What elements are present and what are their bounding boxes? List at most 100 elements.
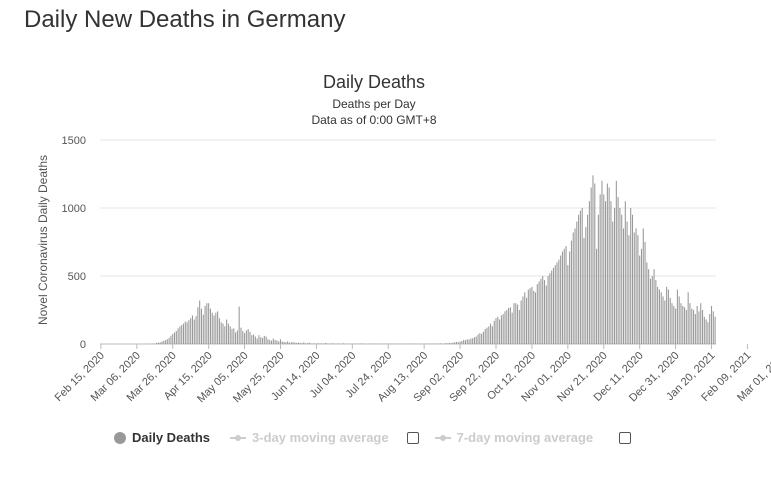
bar[interactable] [554,265,556,344]
bar[interactable] [705,319,707,344]
bar[interactable] [490,323,492,344]
bar[interactable] [696,305,698,344]
bar[interactable] [581,208,583,344]
bar[interactable] [159,342,161,344]
bar[interactable] [567,265,569,344]
bar[interactable] [244,333,246,344]
bar[interactable] [251,335,253,344]
bar[interactable] [463,339,465,344]
checkbox-3day-ma[interactable] [406,431,419,444]
bar[interactable] [653,269,655,344]
bar[interactable] [624,201,626,344]
legend-item-7day-ma[interactable]: 7-day moving average [434,430,593,445]
bar[interactable] [269,339,271,344]
bar[interactable] [324,342,326,344]
bar[interactable] [694,314,696,344]
bar[interactable] [596,248,598,344]
bar[interactable] [314,343,316,344]
bar[interactable] [238,306,240,344]
bar[interactable] [163,340,165,344]
bar[interactable] [261,337,264,344]
bar[interactable] [247,329,249,344]
bar[interactable] [552,267,555,344]
bar[interactable] [222,323,224,344]
bar[interactable] [484,329,486,344]
bar[interactable] [651,276,653,344]
bar[interactable] [649,278,651,344]
bar[interactable] [536,284,538,344]
bar[interactable] [177,328,179,344]
bar[interactable] [202,314,204,344]
bar[interactable] [687,292,689,344]
bar[interactable] [218,318,220,344]
bar[interactable] [226,319,228,344]
bar[interactable] [493,320,495,344]
bar[interactable] [448,342,450,344]
bar[interactable] [454,342,456,344]
bar[interactable] [626,221,628,344]
bar[interactable] [684,307,686,344]
bar[interactable] [175,331,177,344]
bar[interactable] [473,337,475,344]
bar[interactable] [712,311,714,344]
bar[interactable] [599,194,601,344]
bar[interactable] [256,338,258,344]
bar[interactable] [296,342,298,344]
bar[interactable] [272,338,274,344]
bar[interactable] [312,343,314,344]
bar[interactable] [524,292,526,344]
bar[interactable] [481,333,483,344]
bar[interactable] [685,310,687,344]
bar[interactable] [213,315,215,344]
bar[interactable] [714,316,716,344]
bar[interactable] [597,214,599,344]
bar[interactable] [181,324,183,344]
bar[interactable] [549,273,551,344]
checkbox-7day-ma[interactable] [619,431,632,444]
bar[interactable] [633,232,635,344]
bar[interactable] [570,240,572,344]
bar[interactable] [522,296,524,344]
bar[interactable] [166,339,168,344]
bar[interactable] [360,343,362,344]
bar[interactable] [531,286,533,344]
bar[interactable] [556,262,558,344]
bar[interactable] [450,343,452,344]
bar[interactable] [209,308,211,344]
bar[interactable] [459,341,461,344]
bar[interactable] [621,214,623,344]
bar[interactable] [594,183,596,344]
bar[interactable] [258,335,260,344]
bar[interactable] [267,339,269,344]
bar[interactable] [491,326,493,344]
bar[interactable] [689,303,691,344]
bar[interactable] [432,343,434,344]
bar[interactable] [612,221,614,344]
bar[interactable] [179,326,181,344]
bar[interactable] [527,289,529,344]
bar[interactable] [306,343,308,344]
bar[interactable] [709,314,711,344]
bar[interactable] [290,342,292,344]
bar[interactable] [680,303,682,344]
bar[interactable] [615,180,617,344]
bar[interactable] [292,341,294,344]
bar[interactable] [592,175,594,344]
bar[interactable] [635,228,637,344]
bar[interactable] [227,323,229,344]
bar[interactable] [518,310,520,344]
bar[interactable] [475,336,477,344]
bar[interactable] [587,214,589,344]
bar[interactable] [470,338,472,344]
bar[interactable] [542,276,544,344]
bar[interactable] [588,201,590,344]
bar[interactable] [299,342,301,344]
bar[interactable] [499,319,501,344]
bar[interactable] [472,338,474,344]
bar[interactable] [199,300,201,344]
bar[interactable] [671,303,673,344]
bar[interactable] [457,342,459,344]
bar[interactable] [231,329,233,344]
bar[interactable] [572,232,574,344]
bar[interactable] [658,289,660,344]
